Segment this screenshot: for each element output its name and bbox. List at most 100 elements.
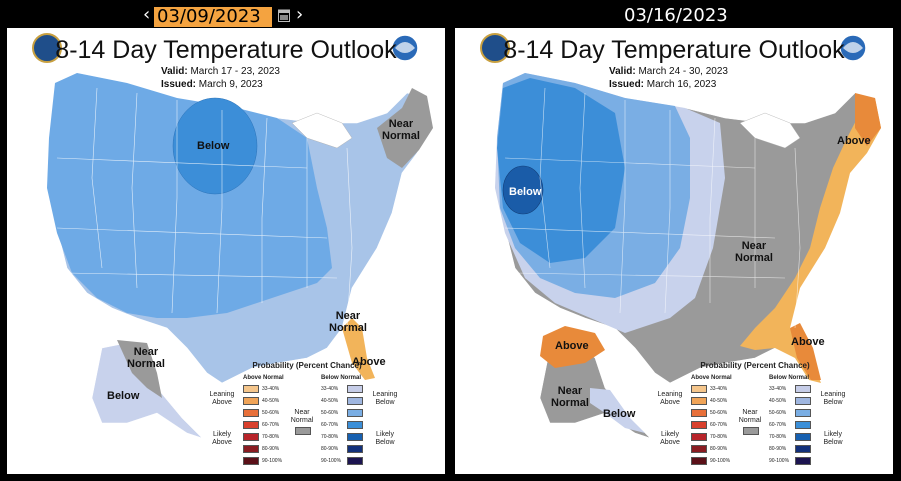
date-navigation-bar: ‹ 03/09/2023 › 03/16/2023 xyxy=(0,0,901,28)
legend-below-range-label: 60-70% xyxy=(321,422,339,428)
legend-below-range-label: 40-50% xyxy=(769,398,787,404)
legend-above-range-label: 60-70% xyxy=(710,422,728,428)
right-label-above-ak: Above xyxy=(555,340,589,352)
legend-above-range-label: 33-40% xyxy=(262,386,280,392)
right-label-near-normal-center: Near Normal xyxy=(735,240,773,264)
legend-above-swatch xyxy=(691,433,707,441)
legend-above-swatch xyxy=(243,397,259,405)
legend-below-range-label: 60-70% xyxy=(769,422,787,428)
legend-below-range-label: 40-50% xyxy=(321,398,339,404)
legend-above-range-label: 40-50% xyxy=(262,398,280,404)
right-label-above-ne: Above xyxy=(837,135,871,147)
legend-above-swatch xyxy=(243,445,259,453)
legend-below-swatch xyxy=(347,433,363,441)
legend-below-swatch xyxy=(347,397,363,405)
next-date-arrow-icon[interactable]: › xyxy=(296,4,304,25)
left-map-title: 8-14 Day Temperature Outlook xyxy=(55,36,397,64)
legend-below-swatch xyxy=(795,421,811,429)
legend-above-range-label: 60-70% xyxy=(262,422,280,428)
legend-below-swatch xyxy=(795,409,811,417)
legend-below-swatch xyxy=(347,385,363,393)
alaska-below-region xyxy=(590,388,645,433)
legend-below-swatch xyxy=(795,385,811,393)
legend-above-swatch xyxy=(691,385,707,393)
left-label-below-center: Below xyxy=(197,140,230,152)
southeast-above-region xyxy=(342,318,375,380)
commerce-seal-icon xyxy=(480,33,510,63)
legend-below-range-label: 70-80% xyxy=(321,434,339,440)
right-label-near-normal-ak: Near Normal xyxy=(551,385,589,409)
legend-below-range-label: 90-100% xyxy=(321,458,342,464)
legend-above-swatch xyxy=(691,445,707,453)
date-input[interactable]: 03/09/2023 xyxy=(154,7,272,27)
alaska-near-normal-region xyxy=(117,340,162,398)
east-coast-above-region xyxy=(740,98,881,383)
legend-above-range-label: 70-80% xyxy=(710,434,728,440)
legend-above-swatch xyxy=(243,409,259,417)
legend-above-range-label: 40-50% xyxy=(710,398,728,404)
legend-likely-below: Likely Below xyxy=(823,431,843,446)
legend-above-range-label: 90-100% xyxy=(710,458,731,464)
legend-leaning-above: Leaning Above xyxy=(209,391,235,406)
legend-above-swatch xyxy=(691,409,707,417)
legend-below-range-label: 70-80% xyxy=(769,434,787,440)
legend-leaning-below: Leaning Below xyxy=(820,391,846,406)
left-issued-line: Issued: March 9, 2023 xyxy=(161,79,263,90)
legend-below-swatch xyxy=(795,445,811,453)
northeast-near-normal-region xyxy=(377,88,433,168)
florida-above-region xyxy=(790,323,821,380)
legend-near-swatch xyxy=(743,427,759,435)
legend-below-range-label: 50-60% xyxy=(769,410,787,416)
legend-below-range-label: 50-60% xyxy=(321,410,339,416)
legend-near-normal: Near Normal xyxy=(290,409,314,424)
calendar-icon[interactable] xyxy=(278,8,290,22)
legend-below-range-label: 33-40% xyxy=(769,386,787,392)
northeast-above-region xyxy=(855,93,881,146)
right-label-above-se: Above xyxy=(791,336,825,348)
legend-above-range-label: 80-90% xyxy=(710,446,728,452)
legend-near-swatch xyxy=(295,427,311,435)
legend-above-range-label: 50-60% xyxy=(262,410,280,416)
left-label-near-normal-ne: Near Normal xyxy=(382,118,420,142)
right-state-lines xyxy=(504,87,801,329)
legend-below-swatch xyxy=(795,457,811,465)
legend-above-swatch xyxy=(243,457,259,465)
right-outlook-map: 8-14 Day Temperature Outlook Valid: Marc… xyxy=(455,28,893,474)
right-label-below-ca: Below xyxy=(509,186,542,198)
right-map-graphic xyxy=(480,33,881,439)
legend-below-range-label: 90-100% xyxy=(769,458,790,464)
legend-above-range-label: 80-90% xyxy=(262,446,280,452)
legend-title: Probability (Percent Chance) xyxy=(700,361,810,370)
left-legend: Probability (Percent Chance) Above Norma… xyxy=(207,361,407,473)
right-label-below-ak: Below xyxy=(603,408,636,420)
right-legend: Probability (Percent Chance) Above Norma… xyxy=(655,361,855,473)
great-lakes xyxy=(291,112,353,149)
legend-title: Probability (Percent Chance) xyxy=(252,361,362,370)
legend-below-swatch xyxy=(795,433,811,441)
legend-below-swatch xyxy=(347,457,363,465)
left-label-near-normal-se: Near Normal xyxy=(329,310,367,334)
legend-below-swatch xyxy=(795,397,811,405)
legend-above-swatch xyxy=(243,433,259,441)
legend-above-range-label: 50-60% xyxy=(710,410,728,416)
great-lakes xyxy=(739,112,801,149)
conus-below-strong-region xyxy=(172,97,258,195)
left-label-above-fl: Above xyxy=(352,356,386,368)
left-outlook-map: 8-14 Day Temperature Outlook Valid: Marc… xyxy=(7,28,445,474)
compare-date-label: 03/16/2023 xyxy=(624,5,728,26)
previous-date-arrow-icon[interactable]: ‹ xyxy=(143,4,151,25)
legend-leaning-below: Leaning Below xyxy=(372,391,398,406)
legend-below-swatch xyxy=(347,409,363,417)
legend-above-swatch xyxy=(243,385,259,393)
left-map-graphic xyxy=(32,33,433,439)
legend-below-swatch xyxy=(347,445,363,453)
california-below-deep-region xyxy=(502,165,544,215)
legend-below-header: Below Normal xyxy=(769,375,810,381)
legend-above-range-label: 70-80% xyxy=(262,434,280,440)
legend-likely-below: Likely Below xyxy=(375,431,395,446)
legend-above-swatch xyxy=(243,421,259,429)
legend-below-range-label: 33-40% xyxy=(321,386,339,392)
legend-below-swatch xyxy=(347,421,363,429)
legend-above-swatch xyxy=(691,457,707,465)
left-label-near-normal-ak: Near Normal xyxy=(127,346,165,370)
